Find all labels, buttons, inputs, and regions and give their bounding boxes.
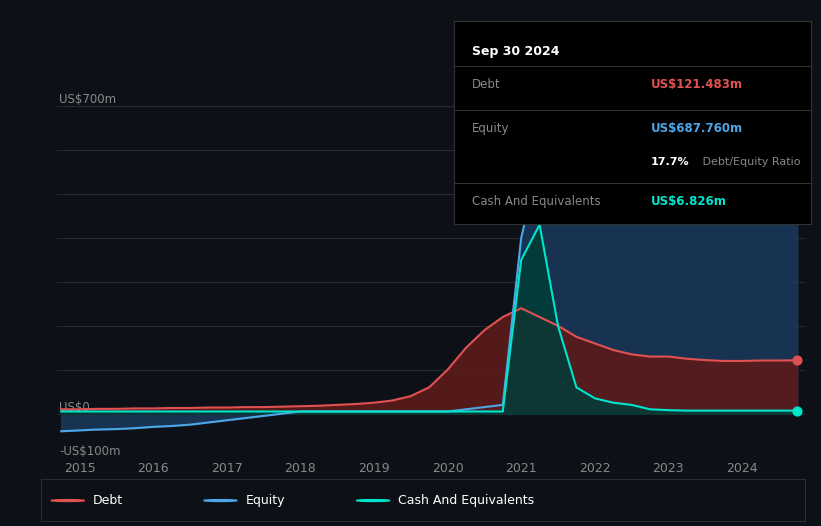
Text: Debt: Debt bbox=[472, 78, 501, 91]
Circle shape bbox=[51, 500, 85, 501]
Text: US$0: US$0 bbox=[59, 401, 89, 413]
Text: Equity: Equity bbox=[245, 494, 285, 507]
Text: 17.7%: 17.7% bbox=[650, 157, 689, 167]
Text: Debt/Equity Ratio: Debt/Equity Ratio bbox=[699, 157, 800, 167]
Point bbox=[791, 356, 804, 365]
Text: US$687.760m: US$687.760m bbox=[650, 123, 742, 135]
Text: Cash And Equivalents: Cash And Equivalents bbox=[398, 494, 534, 507]
Circle shape bbox=[356, 500, 390, 501]
Text: Sep 30 2024: Sep 30 2024 bbox=[472, 45, 559, 58]
Text: US$6.826m: US$6.826m bbox=[650, 195, 727, 208]
Text: -US$100m: -US$100m bbox=[59, 444, 121, 458]
Text: Debt: Debt bbox=[93, 494, 123, 507]
Point bbox=[791, 407, 804, 415]
Text: Equity: Equity bbox=[472, 123, 509, 135]
Text: US$700m: US$700m bbox=[59, 93, 116, 106]
Text: US$121.483m: US$121.483m bbox=[650, 78, 742, 91]
Point bbox=[791, 107, 804, 116]
Text: Cash And Equivalents: Cash And Equivalents bbox=[472, 195, 600, 208]
Circle shape bbox=[204, 500, 237, 501]
